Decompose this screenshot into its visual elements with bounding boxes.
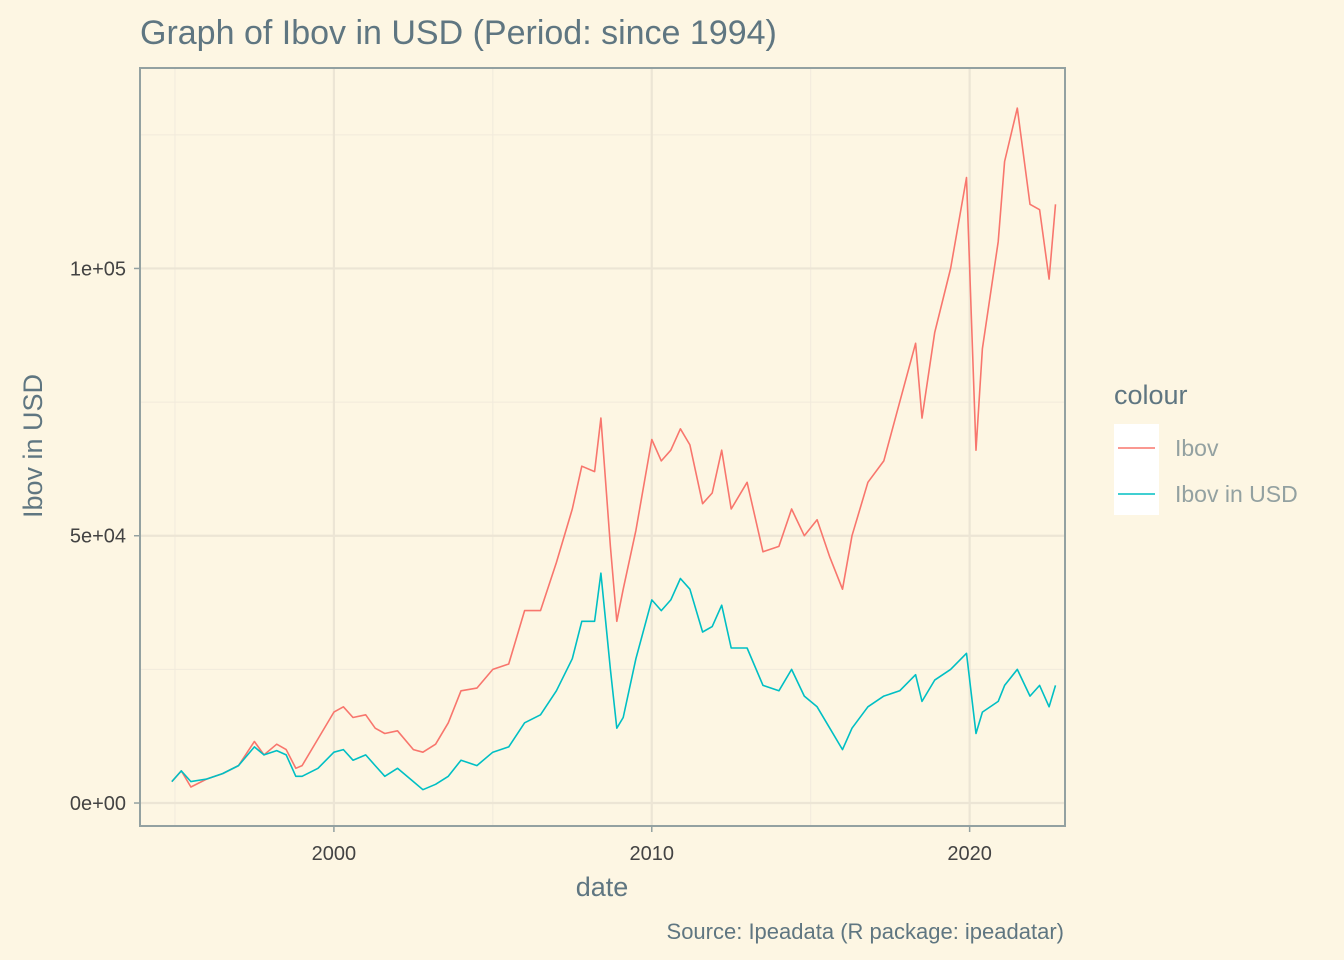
legend-label: Ibov	[1175, 435, 1219, 461]
caption: Source: Ipeadata (R package: ipeadatar)	[667, 919, 1064, 944]
y-axis-title: Ibov in USD	[18, 374, 48, 518]
y-tick-label: 1e+05	[70, 258, 126, 280]
plot-border	[139, 67, 1066, 827]
chart-title: Graph of Ibov in USD (Period: since 1994…	[140, 14, 777, 52]
x-axis: 2000 2010 2020	[312, 826, 992, 865]
series-lines	[171, 107, 1057, 791]
x-tick-label: 2010	[630, 843, 675, 865]
x-tick-label: 2020	[947, 843, 992, 865]
minor-gridlines	[140, 68, 1065, 826]
legend-label: Ibov in USD	[1175, 481, 1298, 507]
legend-key-box	[1114, 424, 1159, 515]
major-gridlines	[140, 68, 1065, 826]
series-line-ibov-in-usd	[171, 572, 1057, 791]
legend-title: colour	[1114, 380, 1188, 410]
y-tick-label: 5e+04	[70, 526, 126, 548]
series-line-ibov	[171, 107, 1057, 788]
y-axis: 0e+00 5e+04 1e+05	[70, 258, 140, 815]
x-axis-title: date	[576, 872, 629, 902]
legend: colour Ibov Ibov in USD	[1114, 380, 1298, 515]
x-tick-label: 2000	[312, 843, 357, 865]
y-tick-label: 0e+00	[70, 793, 126, 815]
